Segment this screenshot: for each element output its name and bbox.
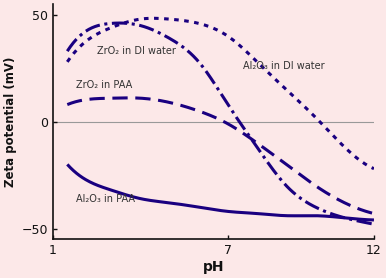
Text: ZrO₂ in PAA: ZrO₂ in PAA	[76, 80, 132, 90]
Y-axis label: Zeta potential (mV): Zeta potential (mV)	[4, 56, 17, 187]
Text: Al₂O₃ in DI water: Al₂O₃ in DI water	[242, 61, 324, 71]
Text: ZrO₂ in DI water: ZrO₂ in DI water	[96, 46, 175, 56]
X-axis label: pH: pH	[203, 260, 224, 274]
Text: Al₂O₃ in PAA: Al₂O₃ in PAA	[76, 193, 135, 203]
